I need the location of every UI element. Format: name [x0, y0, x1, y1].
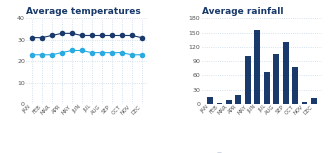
Bar [264, 72, 269, 104]
Bar [292, 67, 298, 104]
Bar [216, 103, 222, 104]
Bar [236, 95, 241, 104]
Bar [207, 97, 213, 104]
Legend: Rainfall (mm): Rainfall (mm) [215, 151, 261, 153]
Bar [226, 100, 232, 104]
Bar [311, 98, 317, 104]
Bar [245, 56, 251, 104]
Legend: Average high
temperatures, Average low
temperatures: Average high temperatures, Average low t… [43, 151, 131, 153]
Bar [283, 42, 289, 104]
Bar [273, 54, 279, 104]
Bar [254, 30, 260, 104]
Text: Average temperatures: Average temperatures [26, 7, 141, 16]
Text: Average rainfall: Average rainfall [202, 7, 283, 16]
Bar [302, 102, 308, 104]
